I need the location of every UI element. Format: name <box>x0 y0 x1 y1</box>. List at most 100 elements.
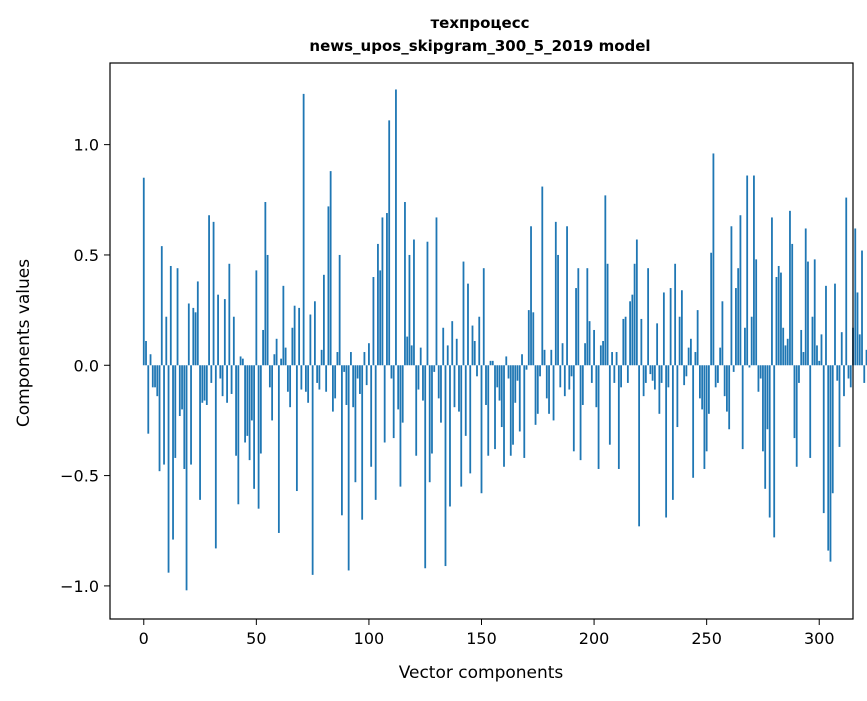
bar-234 <box>669 288 672 366</box>
bar-156 <box>494 365 496 450</box>
bar-264 <box>737 268 740 366</box>
bar-320 <box>863 365 866 383</box>
bar-174 <box>534 365 537 425</box>
bar-228 <box>656 323 659 366</box>
bar-219 <box>635 239 638 366</box>
bar-131 <box>437 365 440 399</box>
bar-102 <box>372 277 375 366</box>
y-tick-label: 0.0 <box>74 356 99 375</box>
bar-186 <box>561 343 564 366</box>
bar-229 <box>658 365 661 414</box>
bar-77 <box>316 365 319 383</box>
bar-25 <box>199 365 201 500</box>
bar-34 <box>219 365 222 379</box>
bar-31 <box>212 221 215 366</box>
bar-158 <box>498 365 501 401</box>
bar-177 <box>541 186 544 366</box>
bar-67 <box>293 305 296 366</box>
bar-262 <box>732 365 735 372</box>
bar-69 <box>298 307 301 366</box>
bar-193 <box>577 268 580 366</box>
bar-126 <box>426 241 429 366</box>
bar-268 <box>746 175 749 366</box>
bar-250 <box>705 365 708 452</box>
bar-243 <box>689 338 692 366</box>
bar-247 <box>699 365 701 399</box>
bar-253 <box>712 153 715 366</box>
bar-13 <box>172 365 174 540</box>
bar-58 <box>273 354 276 366</box>
bar-18 <box>183 365 186 469</box>
bar-212 <box>620 365 622 388</box>
bar-4 <box>151 365 154 388</box>
bar-105 <box>379 270 382 366</box>
bar-195 <box>581 365 584 405</box>
bar-23 <box>194 312 197 366</box>
bar-214 <box>624 316 627 366</box>
bar-74 <box>309 314 312 366</box>
bar-256 <box>719 347 722 366</box>
bar-44 <box>241 358 244 366</box>
bar-175 <box>536 365 539 414</box>
bar-304 <box>827 365 830 551</box>
bar-189 <box>568 365 571 390</box>
bar-269 <box>748 365 751 368</box>
bar-294 <box>804 228 807 366</box>
bar-220 <box>638 365 641 527</box>
bar-89 <box>343 365 346 372</box>
bar-258 <box>723 365 726 397</box>
bar-300 <box>818 360 821 366</box>
chart-title-line2: news_upos_skipgram_300_5_2019 model <box>309 37 650 55</box>
bar-50 <box>255 270 258 366</box>
bar-286 <box>786 338 789 366</box>
bar-314 <box>849 365 852 388</box>
bar-130 <box>435 217 438 366</box>
bar-95 <box>356 365 359 379</box>
bar-260 <box>728 365 731 430</box>
bar-120 <box>413 239 415 366</box>
bar-122 <box>417 365 420 390</box>
bar-238 <box>678 316 681 366</box>
y-axis-label: Components values <box>14 259 34 427</box>
bar-209 <box>613 365 616 383</box>
bar-53 <box>262 329 264 366</box>
bar-244 <box>692 365 695 478</box>
bar-60 <box>277 365 280 533</box>
bar-114 <box>399 365 402 487</box>
bar-289 <box>793 365 796 439</box>
bar-321 <box>865 349 867 366</box>
bar-141 <box>460 365 463 487</box>
bar-86 <box>336 352 339 366</box>
bar-127 <box>428 365 431 483</box>
bar-159 <box>500 365 503 428</box>
bar-305 <box>829 365 832 562</box>
bar-134 <box>444 365 447 567</box>
bar-37 <box>226 365 228 403</box>
bar-14 <box>174 365 177 458</box>
bar-196 <box>584 343 586 366</box>
bar-216 <box>629 301 631 366</box>
bar-65 <box>289 365 292 408</box>
bar-30 <box>210 365 213 383</box>
bar-119 <box>410 345 413 366</box>
bar-173 <box>532 312 535 366</box>
bar-221 <box>640 318 643 366</box>
bar-246 <box>696 310 699 366</box>
bar-275 <box>762 365 764 452</box>
bar-205 <box>604 195 607 366</box>
bar-76 <box>313 301 316 366</box>
bar-176 <box>539 365 541 377</box>
bar-51 <box>257 365 260 509</box>
bar-199 <box>590 365 593 383</box>
x-axis-label: Vector components <box>399 663 564 683</box>
plot-frame <box>109 62 854 620</box>
x-tick-label: 200 <box>579 629 610 648</box>
bar-319 <box>861 250 863 366</box>
bar-106 <box>381 217 384 366</box>
bar-183 <box>554 221 557 366</box>
bar-290 <box>795 365 798 467</box>
bar-series <box>142 89 867 591</box>
bar-239 <box>680 290 683 366</box>
bar-1 <box>145 341 147 366</box>
